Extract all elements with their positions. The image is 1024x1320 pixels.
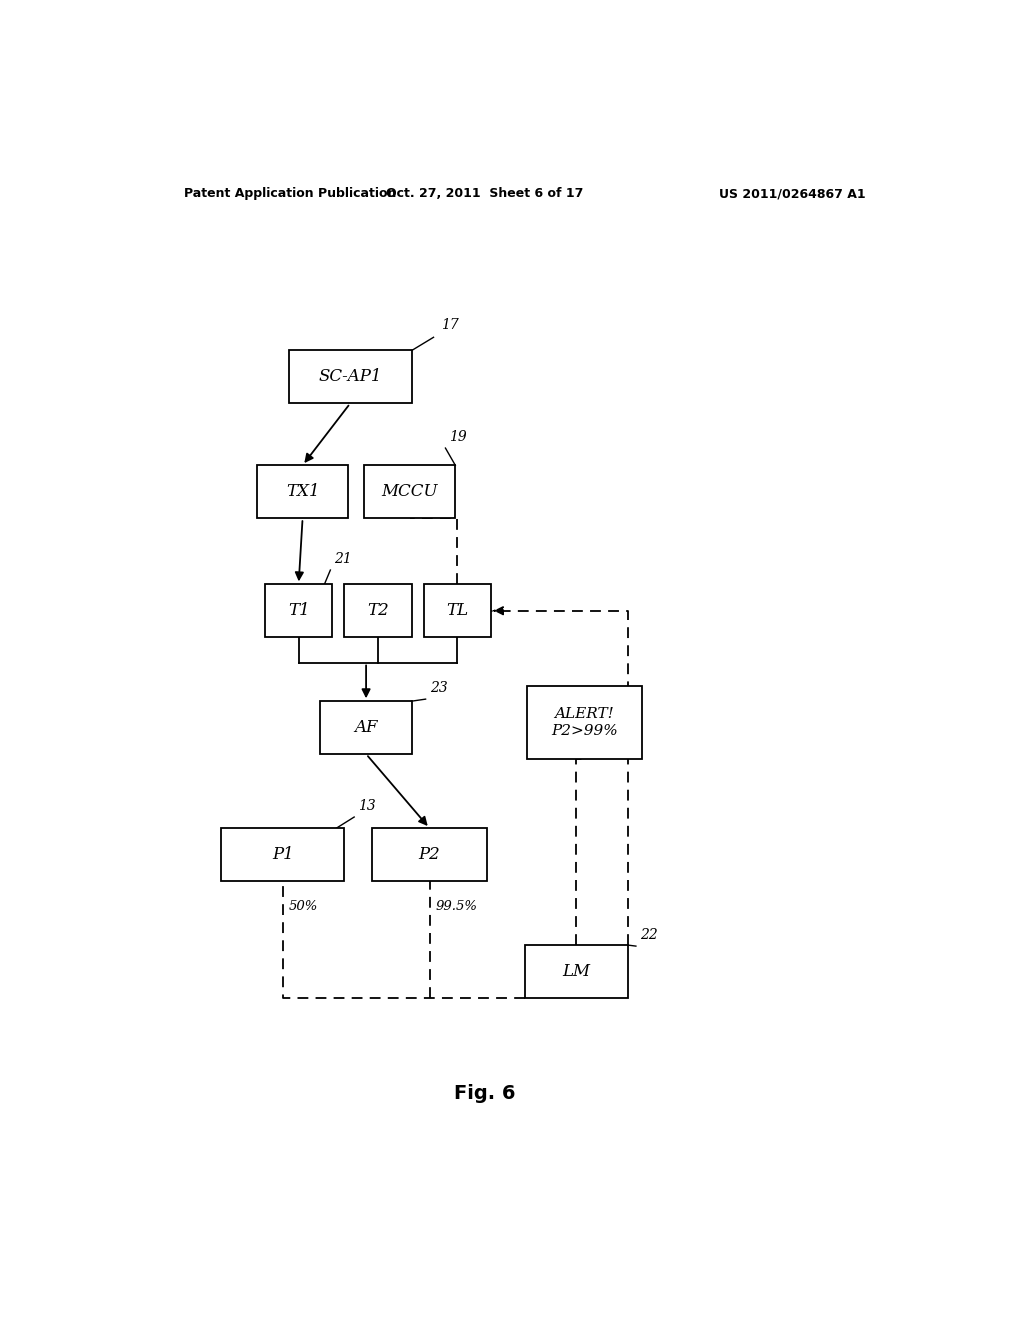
Text: 23: 23 bbox=[430, 681, 447, 696]
Text: TL: TL bbox=[446, 602, 468, 619]
Bar bbox=[372, 828, 487, 880]
Text: TX1: TX1 bbox=[286, 483, 319, 500]
Text: 19: 19 bbox=[450, 430, 467, 444]
Bar bbox=[424, 585, 492, 638]
Text: 21: 21 bbox=[334, 552, 352, 566]
Text: Oct. 27, 2011  Sheet 6 of 17: Oct. 27, 2011 Sheet 6 of 17 bbox=[386, 187, 584, 201]
Text: 17: 17 bbox=[441, 318, 459, 333]
Text: 22: 22 bbox=[640, 928, 657, 942]
Text: 13: 13 bbox=[358, 799, 376, 813]
Text: US 2011/0264867 A1: US 2011/0264867 A1 bbox=[720, 187, 866, 201]
Bar bbox=[221, 828, 344, 880]
Text: AF: AF bbox=[354, 719, 378, 737]
Text: Fig. 6: Fig. 6 bbox=[455, 1084, 516, 1104]
Bar bbox=[321, 701, 412, 754]
Text: 99.5%: 99.5% bbox=[435, 900, 477, 913]
Bar bbox=[265, 585, 333, 638]
Text: P1: P1 bbox=[272, 846, 294, 863]
Bar bbox=[524, 945, 628, 998]
Text: LM: LM bbox=[562, 964, 591, 979]
Text: 50%: 50% bbox=[289, 900, 317, 913]
Text: P2: P2 bbox=[419, 846, 440, 863]
Text: Patent Application Publication: Patent Application Publication bbox=[183, 187, 396, 201]
Bar bbox=[365, 466, 456, 519]
Bar bbox=[344, 585, 412, 638]
Text: MCCU: MCCU bbox=[382, 483, 438, 500]
Bar bbox=[289, 351, 412, 404]
Bar bbox=[526, 686, 642, 759]
Text: T2: T2 bbox=[368, 602, 389, 619]
Text: T1: T1 bbox=[288, 602, 309, 619]
Bar bbox=[257, 466, 348, 519]
Text: ALERT!
P2>99%: ALERT! P2>99% bbox=[551, 706, 617, 738]
Text: SC-AP1: SC-AP1 bbox=[318, 368, 382, 385]
